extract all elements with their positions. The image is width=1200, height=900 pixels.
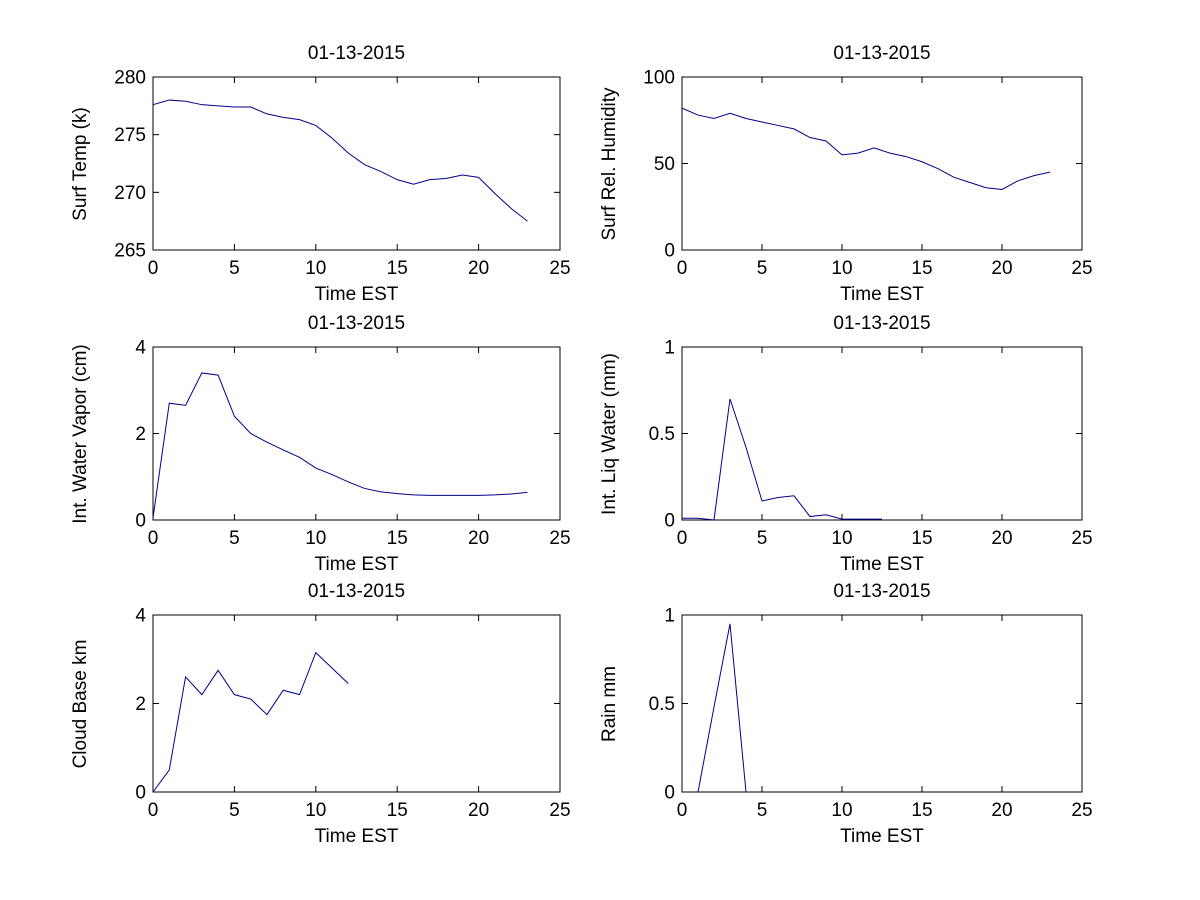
- svg-text:25: 25: [1071, 258, 1092, 279]
- svg-text:4: 4: [135, 606, 146, 627]
- plot-area: 0 5 10 15 20 25 265 270 275 280: [114, 68, 570, 280]
- svg-text:4: 4: [135, 338, 146, 359]
- subplot-rain: 01-13-2015 Rain mm 0 5 10 15 20 25 0 0.5 1 Time …: [599, 581, 1093, 847]
- svg-text:0: 0: [664, 783, 675, 804]
- svg-text:20: 20: [468, 800, 489, 821]
- svg-text:5: 5: [229, 258, 240, 279]
- plot-title: 01-13-2015: [833, 313, 931, 334]
- svg-text:100: 100: [643, 68, 675, 89]
- svg-text:0.5: 0.5: [649, 424, 675, 445]
- svg-text:10: 10: [831, 258, 852, 279]
- svg-text:0: 0: [135, 783, 146, 804]
- x-axis-label: Time EST: [840, 284, 924, 305]
- svg-text:0: 0: [148, 258, 159, 279]
- x-axis-label: Time EST: [314, 284, 399, 305]
- svg-text:5: 5: [229, 800, 240, 821]
- subplot-cloud-base: 01-13-2015 Cloud Base km 0 5 10 15 20 25 0 2 4 T…: [70, 581, 571, 847]
- svg-text:15: 15: [387, 258, 408, 279]
- subplot-liq-water: 01-13-2015 Int. Liq Water (mm) 0 5 10 15 20 2…: [599, 313, 1093, 575]
- svg-text:15: 15: [387, 800, 408, 821]
- svg-text:10: 10: [831, 800, 852, 821]
- svg-text:20: 20: [991, 258, 1012, 279]
- svg-text:25: 25: [1071, 528, 1092, 549]
- svg-text:265: 265: [114, 241, 146, 262]
- svg-text:280: 280: [114, 68, 146, 89]
- svg-text:10: 10: [305, 800, 326, 821]
- svg-text:15: 15: [911, 528, 932, 549]
- plot-area: 0 5 10 15 20 25 0 0.5 1: [649, 606, 1093, 822]
- svg-text:5: 5: [229, 528, 240, 549]
- svg-text:15: 15: [911, 800, 932, 821]
- svg-text:5: 5: [757, 800, 768, 821]
- svg-text:0: 0: [677, 800, 688, 821]
- plot-area: 0 5 10 15 20 25 0 2 4: [135, 338, 570, 550]
- svg-text:2: 2: [135, 694, 146, 715]
- subplot-rel-humidity: 01-13-2015 Surf Rel. Humidity 0 5 10 15 20 25…: [599, 43, 1093, 305]
- svg-text:20: 20: [468, 528, 489, 549]
- svg-text:0: 0: [664, 241, 675, 262]
- x-axis-label: Time EST: [840, 826, 924, 847]
- svg-text:0: 0: [677, 528, 688, 549]
- plot-title: 01-13-2015: [307, 313, 406, 334]
- subplot-water-vapor: 01-13-2015 Int. Water Vapor (cm) 0 5 10 15 2…: [70, 313, 571, 575]
- svg-text:20: 20: [991, 528, 1012, 549]
- x-axis-label: Time EST: [840, 554, 924, 575]
- svg-text:0.5: 0.5: [649, 694, 675, 715]
- plot-title: 01-13-2015: [833, 43, 931, 64]
- svg-text:15: 15: [911, 258, 932, 279]
- svg-text:2: 2: [135, 424, 146, 445]
- subplot-surf-temp: 01-13-2015 Surf Temp (k) 0 5 10 15 20 25 265 27…: [70, 43, 571, 305]
- svg-text:1: 1: [664, 338, 675, 359]
- svg-text:0: 0: [148, 528, 159, 549]
- svg-text:0: 0: [135, 511, 146, 532]
- svg-text:25: 25: [549, 528, 570, 549]
- svg-text:1: 1: [664, 606, 675, 627]
- svg-text:5: 5: [757, 528, 768, 549]
- svg-text:10: 10: [305, 258, 326, 279]
- svg-text:20: 20: [991, 800, 1012, 821]
- svg-text:25: 25: [549, 800, 570, 821]
- svg-text:50: 50: [654, 154, 675, 175]
- svg-text:0: 0: [677, 258, 688, 279]
- svg-text:10: 10: [305, 528, 326, 549]
- svg-text:0: 0: [664, 511, 675, 532]
- plot-area: 0 5 10 15 20 25 0 2 4: [135, 606, 570, 822]
- svg-text:270: 270: [114, 183, 146, 204]
- svg-text:275: 275: [114, 125, 146, 146]
- svg-text:25: 25: [1071, 800, 1092, 821]
- svg-text:0: 0: [148, 800, 159, 821]
- svg-text:25: 25: [549, 258, 570, 279]
- plot-area: 0 5 10 15 20 25 0 0.5 1: [649, 338, 1093, 550]
- svg-text:10: 10: [831, 528, 852, 549]
- svg-text:5: 5: [757, 258, 768, 279]
- x-axis-label: Time EST: [314, 554, 399, 575]
- svg-text:20: 20: [468, 258, 489, 279]
- plot-area: 0 5 10 15 20 25 0 50 100: [643, 68, 1092, 280]
- plot-title: 01-13-2015: [833, 581, 931, 602]
- plot-title: 01-13-2015: [307, 581, 406, 602]
- x-axis-label: Time EST: [314, 826, 399, 847]
- plot-title: 01-13-2015: [307, 43, 406, 64]
- svg-text:15: 15: [387, 528, 408, 549]
